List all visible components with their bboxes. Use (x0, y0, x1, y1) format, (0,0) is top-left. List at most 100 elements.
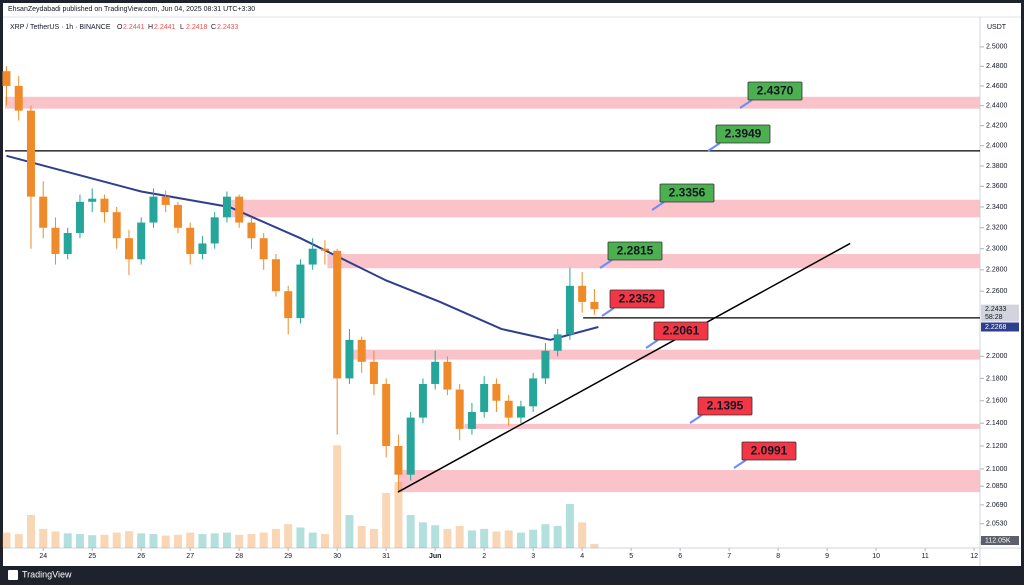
x-tick-label: 9 (825, 553, 829, 560)
ohlc-key: C (211, 24, 216, 31)
candle-body (320, 248, 329, 251)
volume-bar (88, 535, 97, 548)
y-tick-label: 2.4400 (986, 103, 1008, 110)
volume-bar (406, 515, 415, 548)
level-box (609, 289, 665, 309)
candle-body (137, 222, 146, 260)
volume-bar (504, 530, 513, 548)
level-box (653, 321, 709, 341)
volume-bar (345, 515, 354, 548)
volume-bar (357, 526, 366, 548)
y-tick-label: 2.2600 (986, 288, 1008, 295)
x-tick-label: 7 (727, 553, 731, 560)
level-zone (398, 469, 980, 493)
price-tag-label: 2.2268 (985, 324, 1007, 331)
ohlc-value: 2.2441 (123, 24, 145, 31)
y-tick-label: 2.4000 (986, 143, 1008, 150)
volume-bar (578, 522, 587, 548)
volume-bar (271, 528, 280, 548)
ohlc-key: L (180, 24, 184, 31)
y-tick-label: 2.1200 (986, 443, 1008, 450)
ohlc-value: 2.2418 (186, 24, 208, 31)
candle-body (51, 227, 60, 254)
x-tick-label: 31 (382, 553, 390, 560)
candle-body (100, 198, 109, 213)
x-tick-label: Jun (429, 553, 441, 560)
candle-body (443, 361, 452, 390)
level-box (697, 396, 753, 416)
y-tick-label: 2.0690 (986, 502, 1008, 509)
volume-bar (14, 534, 23, 548)
candle-body (124, 238, 133, 260)
candle-body (382, 383, 391, 446)
volume-bar (161, 535, 170, 548)
level-zone (346, 349, 980, 360)
candle-body (418, 383, 427, 418)
level-label: 2.0991 (751, 444, 788, 458)
volume-tag (981, 536, 1019, 545)
x-tick-label: 8 (776, 553, 780, 560)
callout-arrow (733, 459, 747, 469)
candle-body (210, 217, 219, 244)
moving-average (6, 154, 599, 341)
level-zone (5, 96, 980, 109)
volume-bar (443, 528, 452, 548)
candle-body (2, 71, 11, 86)
level-zone (327, 253, 980, 269)
volume-bar (382, 493, 391, 548)
brand-logo (8, 570, 18, 580)
candle-body (553, 334, 562, 351)
x-tick-label: 11 (921, 553, 928, 560)
volume-bar (186, 532, 195, 548)
volume-bar (284, 524, 293, 548)
candle-body (467, 411, 476, 429)
volume-bar (516, 532, 525, 548)
y-tick-label: 2.4800 (986, 63, 1008, 70)
volume-bar (26, 515, 35, 548)
volume-bar (418, 522, 427, 548)
candle-body (565, 285, 574, 335)
candle-body (406, 417, 415, 475)
level-box (747, 81, 803, 101)
x-tick-label: 10 (872, 553, 880, 560)
volume-bar (296, 527, 305, 548)
y-tick-label: 2.3200 (986, 225, 1008, 232)
x-tick-label: 3 (531, 553, 535, 560)
volume-bar (149, 534, 158, 548)
x-tick-label: 12 (970, 553, 978, 560)
volume-bar (210, 533, 219, 548)
volume-bar (235, 534, 244, 548)
x-tick-label: 27 (186, 553, 194, 560)
price-tag-countdown: 58:28 (985, 314, 1003, 321)
candle-body (26, 110, 35, 197)
volume-bar (455, 526, 464, 548)
currency-label: USDT (987, 24, 1007, 31)
candle-body (14, 85, 23, 111)
price-tag (981, 322, 1019, 332)
volume-bar (112, 532, 121, 548)
volume-bar (394, 482, 403, 548)
volume-bar (63, 533, 72, 548)
candle-body (63, 232, 72, 254)
x-tick-label: 25 (88, 553, 96, 560)
candle-body (75, 201, 84, 233)
candle-body (394, 445, 403, 475)
candle-body (541, 350, 550, 379)
y-tick-label: 2.3800 (986, 163, 1008, 170)
candle-body (455, 389, 464, 429)
candle-body (88, 198, 97, 202)
candle-body (492, 383, 501, 401)
candle-body (578, 285, 587, 302)
candle-body (345, 339, 354, 379)
callout-arrow (645, 339, 659, 349)
publisher-line: EhsanZeydabadi published on TradingView.… (8, 6, 255, 13)
volume-bar (369, 528, 378, 548)
volume-bar (333, 445, 342, 548)
candle-body (112, 212, 121, 239)
volume-bar (565, 504, 574, 548)
candle-body (161, 196, 170, 205)
y-tick-label: 2.4600 (986, 83, 1008, 90)
y-tick-label: 2.1000 (986, 466, 1008, 473)
volume-bar (51, 531, 60, 548)
candle-body (247, 222, 256, 239)
